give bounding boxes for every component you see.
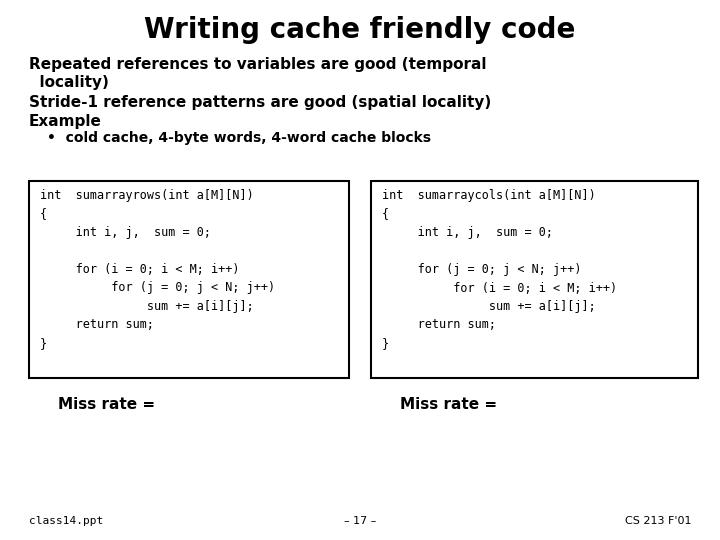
- Text: locality): locality): [29, 75, 109, 90]
- Text: int  sumarraycols(int a[M][N])
{
     int i, j,  sum = 0;

     for (j = 0; j < : int sumarraycols(int a[M][N]) { int i, j…: [382, 189, 617, 350]
- Text: •  cold cache, 4-byte words, 4-word cache blocks: • cold cache, 4-byte words, 4-word cache…: [47, 131, 431, 145]
- Text: Repeated references to variables are good (temporal: Repeated references to variables are goo…: [29, 57, 486, 72]
- Text: Stride-1 reference patterns are good (spatial locality): Stride-1 reference patterns are good (sp…: [29, 94, 491, 110]
- FancyBboxPatch shape: [371, 181, 698, 378]
- Text: Miss rate =: Miss rate =: [58, 397, 155, 412]
- Text: CS 213 F'01: CS 213 F'01: [625, 516, 691, 526]
- FancyBboxPatch shape: [29, 181, 349, 378]
- Text: Example: Example: [29, 114, 102, 130]
- Text: – 17 –: – 17 –: [344, 516, 376, 526]
- Text: Writing cache friendly code: Writing cache friendly code: [144, 16, 576, 44]
- Text: class14.ppt: class14.ppt: [29, 516, 103, 526]
- Text: Miss rate =: Miss rate =: [400, 397, 497, 412]
- Text: int  sumarrayrows(int a[M][N])
{
     int i, j,  sum = 0;

     for (i = 0; i < : int sumarrayrows(int a[M][N]) { int i, j…: [40, 189, 275, 350]
